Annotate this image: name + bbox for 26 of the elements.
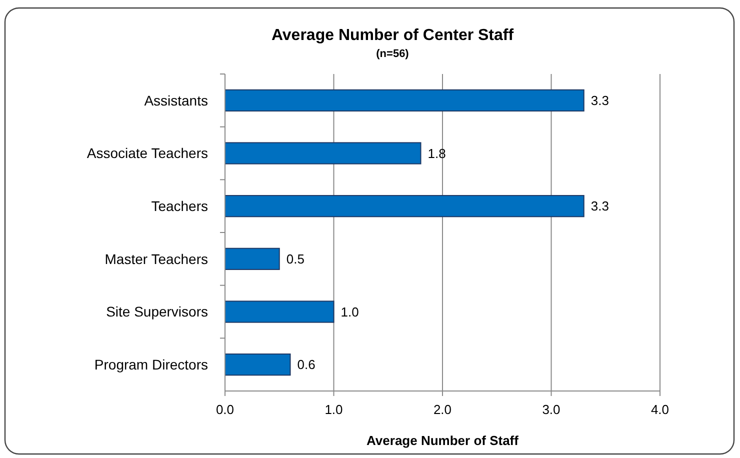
bar xyxy=(224,142,422,164)
bar xyxy=(224,300,334,323)
data-label: 3.3 xyxy=(590,92,609,108)
y-tick-label: Assistants xyxy=(144,92,208,108)
bar xyxy=(224,354,291,376)
bar xyxy=(224,195,584,218)
data-label: 3.3 xyxy=(590,198,609,214)
x-tick-label: 3.0 xyxy=(542,402,560,417)
y-tick-label: Site Supervisors xyxy=(106,304,208,320)
y-tick-label: Master Teachers xyxy=(104,250,208,267)
x-tick-label: 0.0 xyxy=(216,402,234,417)
x-axis-title: Average Number of Staff xyxy=(366,433,520,448)
y-tick-label: Associate Teachers xyxy=(86,145,208,162)
y-tick-label: Program Directors xyxy=(94,356,208,372)
bar xyxy=(224,89,584,112)
y-tick-label: Teachers xyxy=(151,198,208,214)
x-tick-label: 4.0 xyxy=(650,402,670,417)
x-tick-label: 2.0 xyxy=(433,402,452,417)
chart-subtitle: (n=56) xyxy=(376,48,410,60)
data-label: 1.0 xyxy=(340,304,359,320)
data-label: 1.8 xyxy=(428,146,446,161)
chart-title: Average Number of Center Staff xyxy=(271,27,514,44)
data-label: 0.5 xyxy=(286,251,304,266)
bar xyxy=(224,248,280,270)
x-tick-label: 1.0 xyxy=(324,402,343,417)
data-label: 0.6 xyxy=(297,357,316,372)
